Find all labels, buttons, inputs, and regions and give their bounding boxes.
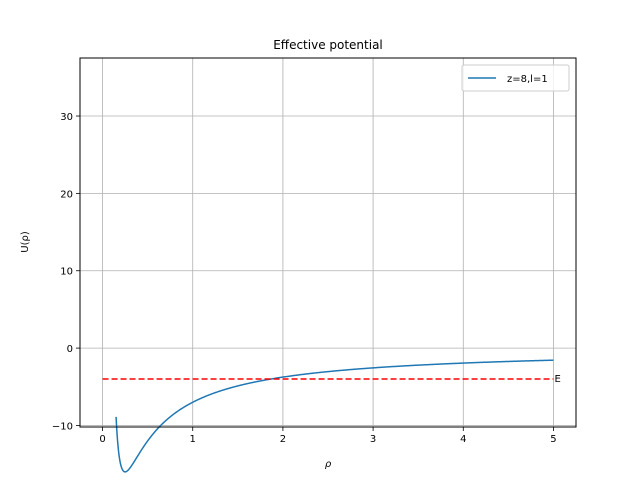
x-tick-label: 3 xyxy=(370,434,376,445)
y-axis-label: U(ρ) xyxy=(20,231,31,253)
y-tick-label: −10 xyxy=(52,421,73,432)
energy-annotation: E xyxy=(554,374,560,385)
annotations: E xyxy=(554,374,560,385)
plot-lines xyxy=(102,359,554,473)
x-axis-label: ρ xyxy=(325,459,332,470)
grid xyxy=(80,58,576,427)
x-tick-label: 4 xyxy=(460,434,466,445)
ticks: 0 1 2 3 4 5 −10 0 10 20 30 xyxy=(52,112,557,445)
axes-frame xyxy=(79,57,577,428)
series-line-potential xyxy=(115,359,554,473)
x-tick-label: 2 xyxy=(280,434,286,445)
x-tick-label: 1 xyxy=(190,434,196,445)
y-tick-label: 0 xyxy=(67,344,73,355)
x-tick-label: 5 xyxy=(550,434,556,445)
legend-box xyxy=(461,64,570,92)
chart-title: Effective potential xyxy=(273,38,383,52)
y-tick-label: 10 xyxy=(60,267,73,278)
legend: z=8,l=1 xyxy=(461,64,570,92)
x-tick-label: 0 xyxy=(99,434,105,445)
y-tick-label: 30 xyxy=(60,112,73,123)
y-tick-label: 20 xyxy=(60,189,73,200)
legend-label-series-1: z=8,l=1 xyxy=(507,74,548,85)
